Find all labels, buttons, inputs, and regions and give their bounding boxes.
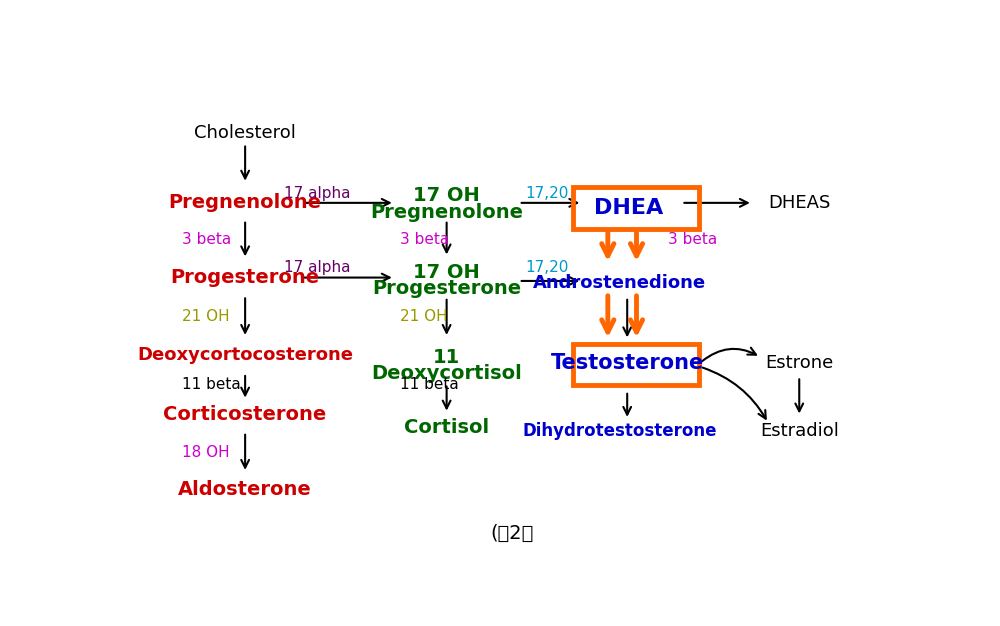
FancyArrowPatch shape	[703, 367, 766, 419]
Text: 17 alpha: 17 alpha	[284, 260, 350, 275]
Text: Cholesterol: Cholesterol	[194, 124, 296, 142]
Text: 17,20: 17,20	[526, 260, 569, 275]
FancyArrowPatch shape	[702, 347, 756, 361]
Text: Estradiol: Estradiol	[760, 422, 839, 440]
Text: Estrone: Estrone	[765, 354, 833, 372]
Text: 11 beta: 11 beta	[182, 377, 240, 392]
Text: 21 OH: 21 OH	[400, 309, 448, 324]
Text: 11 beta: 11 beta	[400, 377, 459, 392]
Text: 17 OH: 17 OH	[413, 264, 480, 282]
Text: Dihydrotestosterone: Dihydrotestosterone	[522, 422, 717, 440]
Text: Pregnenolone: Pregnenolone	[370, 203, 523, 222]
Text: (図2）: (図2）	[491, 524, 534, 543]
Text: 17 alpha: 17 alpha	[284, 186, 350, 201]
Text: Progesterone: Progesterone	[171, 268, 320, 287]
Text: 17,20: 17,20	[526, 186, 569, 201]
Text: 21 OH: 21 OH	[182, 309, 229, 324]
Text: 3 beta: 3 beta	[668, 232, 717, 247]
Text: 3 beta: 3 beta	[400, 232, 449, 247]
Text: 17 OH: 17 OH	[413, 186, 480, 205]
Text: 3 beta: 3 beta	[182, 232, 231, 247]
Text: Deoxycortocosterone: Deoxycortocosterone	[137, 346, 353, 364]
Text: 11: 11	[433, 347, 460, 367]
Text: Pregnenolone: Pregnenolone	[169, 193, 322, 212]
Text: DHEAS: DHEAS	[768, 194, 830, 212]
Text: Androstenedione: Androstenedione	[533, 274, 706, 292]
Text: Corticosterone: Corticosterone	[164, 406, 327, 424]
Text: Aldosterone: Aldosterone	[178, 480, 312, 499]
Text: Cortisol: Cortisol	[404, 418, 489, 438]
Text: Testosterone: Testosterone	[551, 353, 704, 373]
Text: 18 OH: 18 OH	[182, 444, 229, 459]
Text: Deoxycortisol: Deoxycortisol	[371, 364, 522, 382]
Text: Progesterone: Progesterone	[372, 279, 521, 298]
Text: DHEA: DHEA	[594, 198, 663, 218]
